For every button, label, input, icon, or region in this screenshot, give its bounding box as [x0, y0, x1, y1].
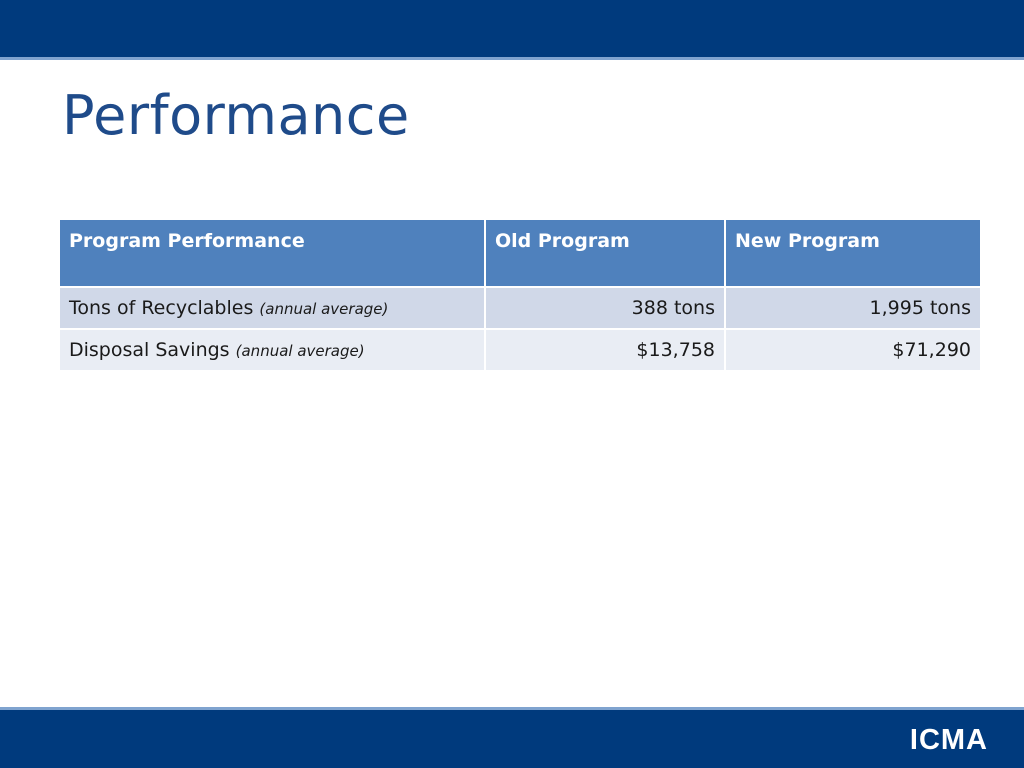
table-row: Tons of Recyclables (annual average) 388…	[58, 286, 982, 330]
bottom-banner	[0, 710, 1024, 768]
top-banner	[0, 0, 1024, 57]
new-program-value: $71,290	[724, 328, 982, 372]
row-label: Tons of Recyclables	[69, 297, 254, 319]
table-row: Disposal Savings (annual average) $13,75…	[58, 328, 982, 372]
row-label: Disposal Savings	[69, 339, 230, 361]
row-note: (annual average)	[259, 300, 389, 318]
header-program-performance: Program Performance	[58, 218, 486, 288]
page-title: Performance	[62, 84, 410, 147]
table-header-row: Program Performance Old Program New Prog…	[58, 218, 982, 288]
header-old-program: Old Program	[484, 218, 726, 288]
performance-table: Program Performance Old Program New Prog…	[58, 218, 982, 372]
row-label-cell: Disposal Savings (annual average)	[58, 328, 486, 372]
header-new-program: New Program	[724, 218, 982, 288]
old-program-value: 388 tons	[484, 286, 726, 330]
row-label-cell: Tons of Recyclables (annual average)	[58, 286, 486, 330]
top-divider	[0, 57, 1024, 60]
row-note: (annual average)	[235, 342, 365, 360]
bottom-divider	[0, 707, 1024, 710]
new-program-value: 1,995 tons	[724, 286, 982, 330]
old-program-value: $13,758	[484, 328, 726, 372]
icma-logo: ICMA	[909, 724, 988, 756]
